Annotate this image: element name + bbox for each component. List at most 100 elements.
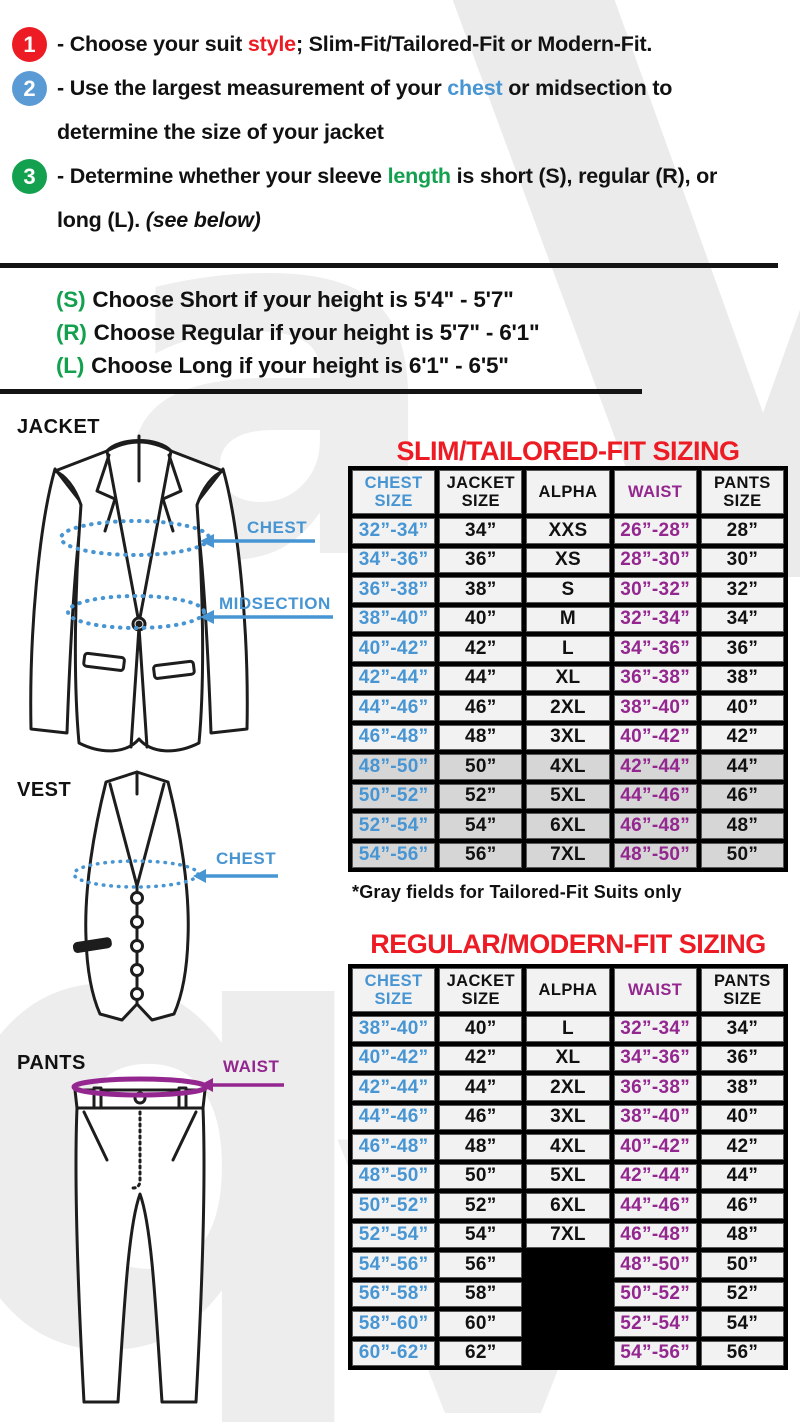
column-header-alpha: ALPHA bbox=[526, 470, 610, 514]
size-cell: 42”-44” bbox=[352, 665, 436, 691]
column-header-pants-size: PANTS SIZE bbox=[700, 470, 784, 514]
size-cell: 54”-56” bbox=[352, 1252, 436, 1278]
size-cell: S bbox=[526, 577, 610, 603]
size-cell: 50” bbox=[439, 1163, 523, 1189]
column-header-pants-size: PANTS SIZE bbox=[700, 968, 784, 1012]
column-header-jacket-size: JACKET SIZE bbox=[439, 968, 523, 1012]
size-cell: 40”-42” bbox=[613, 1134, 697, 1160]
header-row: CHEST SIZE JACKET SIZE ALPHA WAIST PANTS SIZ… bbox=[352, 470, 784, 514]
pants-belt-loop bbox=[177, 1086, 188, 1110]
table-row: 58”-60” 60” 52”-54” 54” bbox=[352, 1311, 784, 1337]
size-cell: 44”-46” bbox=[352, 1104, 436, 1130]
size-cell: 32”-34” bbox=[352, 518, 436, 544]
size-cell: 42”-44” bbox=[613, 754, 697, 780]
table-row: 42”-44” 44” 2XL 36”-38” 38” bbox=[352, 1075, 784, 1101]
size-cell: 38” bbox=[700, 665, 784, 691]
size-cell: 46” bbox=[439, 1104, 523, 1130]
empty-cell bbox=[526, 1252, 610, 1278]
step-highlight-style: style bbox=[247, 32, 296, 56]
table-row: 44”-46” 46” 3XL 38”-40” 40” bbox=[352, 1104, 784, 1130]
size-cell: 48”-50” bbox=[352, 754, 436, 780]
height-rule-long: (L) Choose Long if your height is 6'1" - … bbox=[56, 349, 539, 382]
jacket-left-pocket bbox=[82, 651, 126, 672]
pants-fly-seam bbox=[131, 1110, 142, 1190]
size-cell: 46”-48” bbox=[613, 813, 697, 839]
size-cell: 40” bbox=[700, 1104, 784, 1130]
size-cell: 46” bbox=[700, 1193, 784, 1219]
size-cell: 58” bbox=[439, 1281, 523, 1307]
size-cell: XL bbox=[526, 665, 610, 691]
size-cell: 42”-44” bbox=[613, 1163, 697, 1189]
size-cell: 60” bbox=[439, 1311, 523, 1337]
table-row: 54”-56” 56” 7XL 48”-50” 50” bbox=[352, 842, 784, 868]
size-cell: 36”-38” bbox=[613, 665, 697, 691]
size-cell: 32” bbox=[700, 577, 784, 603]
size-cell: 42” bbox=[700, 1134, 784, 1160]
size-cell: 44” bbox=[700, 754, 784, 780]
pants-left-pocket-seam bbox=[82, 1110, 109, 1162]
size-cell: 40” bbox=[439, 1016, 523, 1042]
step-text-part: ; Slim-Fit/Tailored-Fit or Modern-Fit. bbox=[295, 32, 653, 56]
instructions-section: 1 - Choose your suit style; Slim-Fit/Tai… bbox=[12, 22, 794, 242]
vest-button bbox=[130, 939, 144, 953]
size-cell: 6XL bbox=[526, 1193, 610, 1219]
size-cell: 46”-48” bbox=[352, 724, 436, 750]
size-cell: XS bbox=[526, 547, 610, 573]
jacket-chest-measure-label: CHEST bbox=[247, 518, 308, 537]
height-rule-text: Choose Short if your height is 5'4" - 5'… bbox=[92, 287, 514, 312]
size-cell: 52”-54” bbox=[352, 813, 436, 839]
size-cell: 2XL bbox=[526, 695, 610, 721]
size-cell: 34” bbox=[439, 518, 523, 544]
table-row: 56”-58” 58” 50”-52” 52” bbox=[352, 1281, 784, 1307]
table-row: 38”-40” 40” L 32”-34” 34” bbox=[352, 1016, 784, 1042]
jacket-label: JACKET bbox=[17, 416, 101, 438]
size-cell: 36” bbox=[439, 547, 523, 573]
size-cell: 38”-40” bbox=[352, 1016, 436, 1042]
waist-arrowhead-icon bbox=[200, 1078, 213, 1092]
size-cell: 50” bbox=[700, 842, 784, 868]
instruction-step-3: 3 - Determine whether your sleeve length… bbox=[12, 154, 794, 242]
size-cell: 52”-54” bbox=[352, 1222, 436, 1248]
table-row: 40”-42” 42” XL 34”-36” 36” bbox=[352, 1045, 784, 1071]
empty-cell bbox=[526, 1340, 610, 1366]
size-cell: 40” bbox=[439, 606, 523, 632]
size-cell: 40”-42” bbox=[352, 1045, 436, 1071]
size-cell: 36” bbox=[700, 1045, 784, 1071]
size-cell: M bbox=[526, 606, 610, 632]
size-cell: 28”-30” bbox=[613, 547, 697, 573]
vest-button bbox=[130, 915, 144, 929]
vest-pocket bbox=[72, 937, 112, 953]
slim-tailored-fit-title: SLIM/TAILORED-FIT SIZING bbox=[396, 436, 740, 466]
jacket-front-split bbox=[129, 625, 149, 749]
size-cell: 44” bbox=[439, 665, 523, 691]
size-cell: 4XL bbox=[526, 754, 610, 780]
divider-second bbox=[0, 389, 642, 394]
jacket-left-lapel bbox=[105, 449, 141, 625]
table-row: 52”-54” 54” 7XL 46”-48” 48” bbox=[352, 1222, 784, 1248]
size-cell: 42” bbox=[700, 724, 784, 750]
pants-waist-measure-label: WAIST bbox=[223, 1057, 280, 1076]
column-header-chest-size: CHEST SIZE bbox=[352, 470, 436, 514]
size-cell: 42”-44” bbox=[352, 1075, 436, 1101]
step-3-number-badge: 3 bbox=[12, 159, 47, 194]
tag-long: (L) bbox=[56, 353, 85, 378]
height-rules-section: (S) Choose Short if your height is 5'4" -… bbox=[56, 283, 540, 382]
size-cell: 3XL bbox=[526, 724, 610, 750]
size-cell: 34” bbox=[700, 606, 784, 632]
step-text-part: or midsection to determine the size of y… bbox=[57, 76, 673, 144]
size-cell: XXS bbox=[526, 518, 610, 544]
jacket-body bbox=[53, 439, 225, 753]
table-row: 46”-48” 48” 4XL 40”-42” 42” bbox=[352, 1134, 784, 1160]
jacket-right-pocket bbox=[152, 659, 196, 680]
size-cell: 26”-28” bbox=[613, 518, 697, 544]
column-header-alpha: ALPHA bbox=[526, 968, 610, 1012]
size-cell: 34”-36” bbox=[613, 636, 697, 662]
table-row: 36”-38” 38” S 30”-32” 32” bbox=[352, 577, 784, 603]
jacket-right-lapel bbox=[137, 449, 173, 625]
size-cell: 56”-58” bbox=[352, 1281, 436, 1307]
size-cell: 44” bbox=[439, 1075, 523, 1101]
empty-cell bbox=[526, 1311, 610, 1337]
height-rule-regular: (R) Choose Regular if your height is 5'7"… bbox=[56, 316, 540, 349]
chest-arrowhead-icon bbox=[200, 534, 214, 548]
step-3-text: - Determine whether your sleeve length i… bbox=[57, 154, 757, 242]
